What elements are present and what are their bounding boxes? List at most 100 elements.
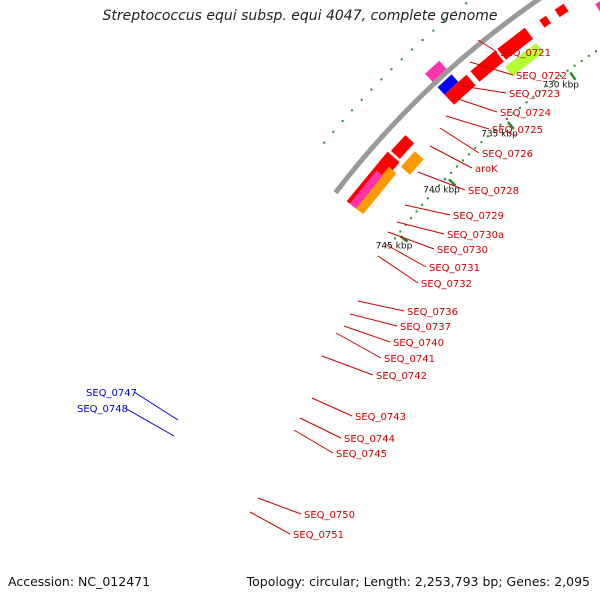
gene-label-layer: SEQ_0721 SEQ_0722 SEQ_0723 SEQ_0724 SEQ_0725… xyxy=(77,48,567,541)
label-leader xyxy=(396,221,445,235)
label-leader xyxy=(454,97,498,113)
gene-label: SEQ_0736 xyxy=(407,307,458,318)
gc-dot xyxy=(426,197,429,200)
gc-dot xyxy=(595,50,597,53)
cds-feature xyxy=(444,74,476,105)
gc-dot xyxy=(486,135,489,138)
gene-label: SEQ_0750 xyxy=(304,510,355,521)
gc-dot xyxy=(465,2,468,5)
gene-label: SEQ_0728 xyxy=(468,186,519,197)
cds-feature xyxy=(595,1,600,12)
gc-dot xyxy=(505,118,508,120)
gene-label: aroK xyxy=(475,164,498,175)
gc-dot xyxy=(351,109,353,112)
gc-dot xyxy=(499,123,502,126)
gc-dot xyxy=(444,178,447,180)
label-leader xyxy=(343,325,391,343)
gc-dot xyxy=(454,11,457,14)
cds-feature xyxy=(497,27,534,60)
gene-label: SEQ_0745 xyxy=(336,449,387,460)
gc-dot xyxy=(461,159,464,162)
gc-dot xyxy=(438,184,441,187)
gc-dot xyxy=(539,90,542,93)
gc-dot xyxy=(545,85,548,88)
cds-feature xyxy=(400,151,424,175)
gc-dot xyxy=(390,68,393,71)
gene-label: SEQ_0737 xyxy=(400,322,451,333)
gc-dot xyxy=(580,59,583,62)
accession-text: Accession: NC_012471 xyxy=(8,574,151,589)
gene-label: SEQ_0721 xyxy=(500,48,551,59)
gc-dot xyxy=(552,80,555,82)
gene-label: SEQ_0730a xyxy=(447,230,504,241)
label-leader xyxy=(357,300,405,312)
gc-dot xyxy=(566,69,569,72)
cds-feature xyxy=(504,43,544,77)
gene-label: SEQ_0741 xyxy=(384,354,435,365)
tick-label: 735 kbp xyxy=(481,129,518,139)
label-leader xyxy=(417,171,466,191)
gc-dot xyxy=(411,48,414,51)
gc-dot-layer xyxy=(323,2,597,240)
tick-label: 740 kbp xyxy=(423,186,460,196)
gc-dot xyxy=(432,29,435,32)
cds-feature xyxy=(349,170,383,209)
label-leader xyxy=(387,231,435,250)
gc-dot xyxy=(468,153,470,156)
cds-feature xyxy=(470,50,504,82)
tick-mark xyxy=(506,121,515,130)
tick-label: 745 kbp xyxy=(376,241,413,251)
label-leader xyxy=(349,313,398,327)
gc-dot xyxy=(525,101,528,104)
cds-feature xyxy=(425,60,447,82)
gene-label: SEQ_0740 xyxy=(393,338,444,349)
tick-label: 730 kbp xyxy=(542,81,579,91)
gc-dot xyxy=(404,223,407,226)
gc-dot xyxy=(370,88,373,91)
gene-label: SEQ_0732 xyxy=(421,279,472,290)
gene-label: SEQ_0751 xyxy=(293,530,344,541)
genome-summary-text: Topology: circular; Length: 2,253,793 bp… xyxy=(246,574,590,589)
cds-feature xyxy=(554,3,569,18)
tick-mark xyxy=(569,71,577,81)
gene-label: SEQ_0748 xyxy=(77,404,128,415)
gene-label: SEQ_0729 xyxy=(453,211,504,222)
gene-label: SEQ_0742 xyxy=(376,371,427,382)
label-leader xyxy=(377,255,419,284)
gc-dot xyxy=(360,98,363,101)
cds-feature xyxy=(355,166,397,214)
gc-dot xyxy=(450,171,452,174)
gene-label: SEQ_0744 xyxy=(344,434,395,445)
gc-dot xyxy=(323,141,326,144)
gene-label: SEQ_0725 xyxy=(492,125,543,136)
gc-dot xyxy=(380,78,383,81)
label-leader xyxy=(133,391,179,421)
map-title: Streptococcus equi subsp. equi 4047, com… xyxy=(102,8,498,24)
cds-feature xyxy=(390,135,415,159)
gc-dot xyxy=(474,147,477,150)
gene-label: SEQ_0747 xyxy=(86,388,137,399)
label-leader xyxy=(124,407,175,437)
feature-layer xyxy=(346,1,600,214)
gene-label: SEQ_0723 xyxy=(509,89,560,100)
backbone-arc xyxy=(333,0,543,195)
label-leader-layer xyxy=(124,39,514,535)
gc-dot xyxy=(573,64,576,67)
backbone-layer xyxy=(333,0,543,195)
gc-dot xyxy=(519,106,521,109)
gene-label: SEQ_0730 xyxy=(437,245,488,256)
tick-mark xyxy=(448,178,457,187)
gc-dot xyxy=(559,74,562,77)
label-leader xyxy=(477,39,498,53)
gc-dot xyxy=(443,20,446,23)
label-leader xyxy=(445,115,490,130)
gc-dot xyxy=(532,95,535,98)
label-leader xyxy=(299,417,342,439)
gc-dot xyxy=(400,58,403,61)
label-leader xyxy=(321,355,374,376)
label-leader xyxy=(257,497,302,515)
gc-dot xyxy=(432,190,435,193)
